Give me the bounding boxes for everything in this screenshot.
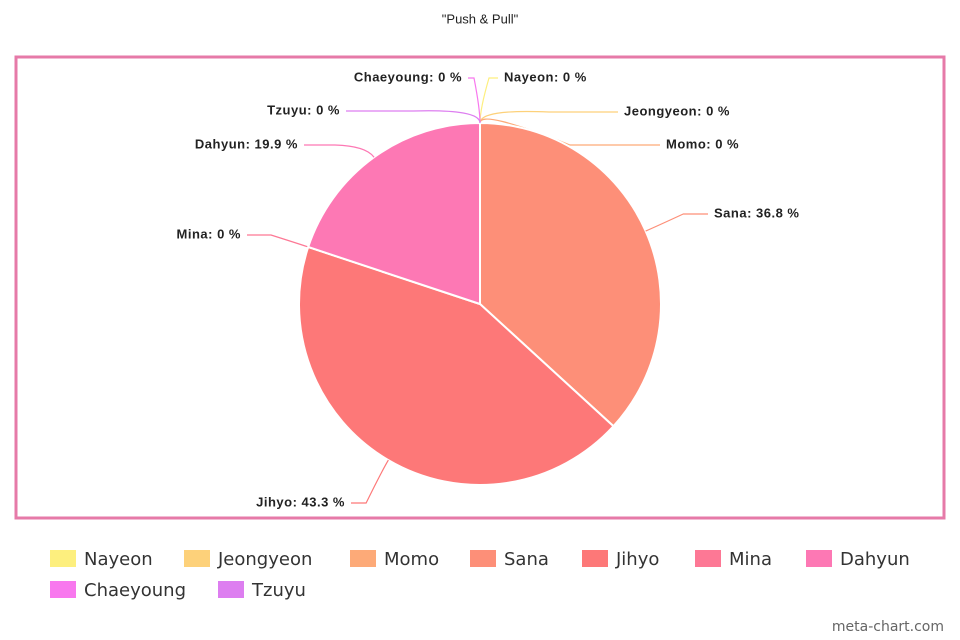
legend-swatch — [582, 550, 608, 567]
legend-label: Dahyun — [840, 549, 910, 570]
leader-line — [645, 213, 708, 232]
legend-swatch — [806, 550, 832, 567]
legend-label: Sana — [504, 549, 549, 570]
data-label: Tzuyu: 0 % — [267, 102, 340, 117]
plot-frame — [14, 55, 946, 520]
data-label: Mina: 0 % — [177, 226, 241, 241]
data-label: Dahyun: 19.9 % — [195, 136, 298, 151]
legend-swatch — [695, 550, 721, 567]
legend-label: Jeongyeon — [217, 549, 312, 570]
data-label: Jeongyeon: 0 % — [624, 103, 730, 118]
legend-swatch — [470, 550, 496, 567]
legend-label: Momo — [384, 549, 439, 570]
legend-swatch — [50, 550, 76, 567]
legend-swatch — [184, 550, 210, 567]
legend-label: Jihyo — [615, 549, 659, 570]
data-label: Nayeon: 0 % — [504, 69, 587, 84]
pie-slice — [479, 121, 662, 428]
data-label: Momo: 0 % — [666, 136, 739, 151]
legend-swatch — [218, 581, 244, 598]
data-label: Jihyo: 43.3 % — [256, 494, 345, 509]
data-label: Chaeyoung: 0 % — [354, 69, 462, 84]
watermark: meta-chart.com — [832, 619, 944, 635]
leader-line — [304, 144, 375, 158]
data-label: Sana: 36.8 % — [714, 205, 800, 220]
legend-label: Chaeyoung — [84, 580, 186, 601]
leader-line — [351, 459, 389, 504]
leader-line — [247, 234, 309, 248]
legend-label: Nayeon — [84, 549, 153, 570]
legend-label: Tzuyu — [251, 580, 306, 601]
legend-swatch — [350, 550, 376, 567]
legend-swatch — [50, 581, 76, 598]
pie-slice — [298, 245, 615, 486]
pie-slice — [306, 121, 481, 306]
chart-title: "Push & Pull" — [442, 11, 519, 26]
leader-line — [346, 110, 481, 124]
leader-line — [468, 77, 481, 124]
legend-label: Mina — [729, 549, 772, 570]
